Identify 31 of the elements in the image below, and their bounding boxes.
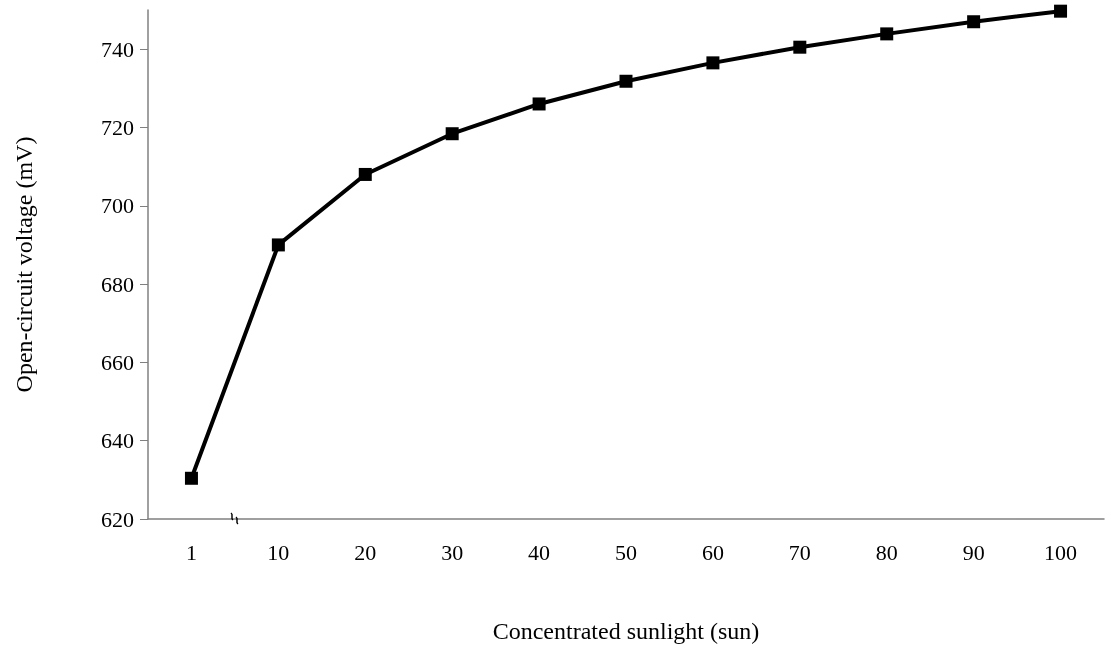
x-tick-label: 40 xyxy=(528,539,551,565)
x-tick-label: 10 xyxy=(267,539,290,565)
point xyxy=(271,238,285,252)
y-tick-label: 620 xyxy=(101,506,134,532)
y-tick-label: 700 xyxy=(101,193,134,219)
y-tick-label: 640 xyxy=(101,428,134,454)
point xyxy=(880,27,894,41)
point xyxy=(706,56,720,70)
x-tick-label: 20 xyxy=(354,539,377,565)
point xyxy=(793,40,807,54)
x-tick-label: 80 xyxy=(875,539,898,565)
point xyxy=(184,471,198,485)
x-tick-label: 90 xyxy=(962,539,985,565)
y-axis-title: Open-circuit voltage (mV) xyxy=(11,136,37,393)
y-tick-label: 740 xyxy=(101,36,134,62)
point xyxy=(967,15,981,29)
x-tick-label: 60 xyxy=(701,539,724,565)
point xyxy=(1054,4,1068,18)
y-tick-label: 720 xyxy=(101,114,134,140)
point xyxy=(619,74,633,88)
y-tick-label: 680 xyxy=(101,271,134,297)
point xyxy=(445,127,459,141)
x-tick-label: 1 xyxy=(185,539,197,565)
point xyxy=(358,167,372,181)
x-tick-label: 100 xyxy=(1044,539,1078,565)
y-tick-label: 660 xyxy=(101,349,134,375)
x-tick-label: 70 xyxy=(788,539,811,565)
x-tick-label: 50 xyxy=(615,539,637,565)
x-tick-label: 30 xyxy=(441,539,464,565)
point xyxy=(532,97,546,111)
x-axis-title: Concentrated sunlight (sun) xyxy=(492,618,760,644)
